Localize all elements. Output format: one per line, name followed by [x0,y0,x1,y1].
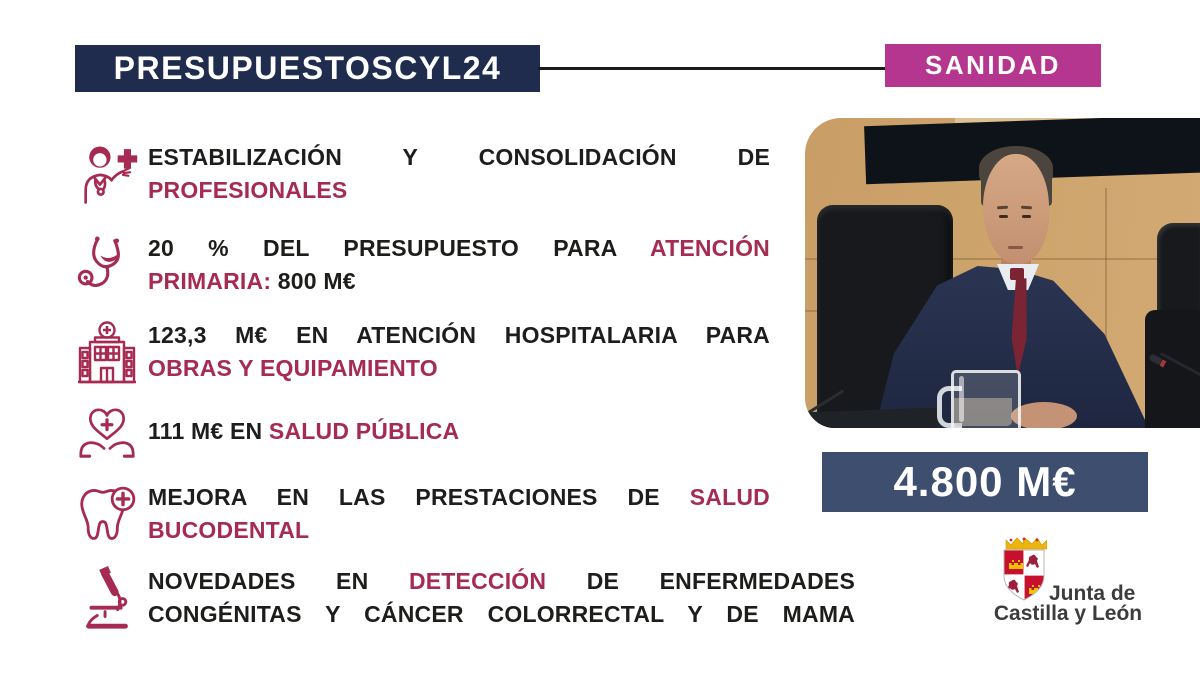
list-item-text: 20 % DEL PRESUPUESTO PARA ATENCIÓN PRIMAR… [148,232,770,298]
list-item: 123,3 M€ EN ATENCIÓN HOSPITALARIA PARA OB… [75,319,865,385]
text-line: OBRAS Y EQUIPAMIENTO [148,352,770,385]
person-face [983,154,1049,264]
highlighted-text: OBRAS Y EQUIPAMIENTO [148,355,438,381]
stethoscope-icon [75,233,139,297]
logo-text-line2: Castilla y León [993,602,1143,625]
plain-text: 20 % DEL PRESUPUESTO PARA [148,235,650,261]
tie [1010,268,1024,280]
text-line: MEJORA EN LAS PRESTACIONES DE SALUD [148,481,770,514]
page-title: PRESUPUESTOSCYL24 [113,50,502,86]
plain-text: 111 M€ EN [148,417,269,444]
text-line: 111 M€ EN SALUD PÚBLICA [148,415,770,448]
highlighted-text: SALUD PÚBLICA [268,417,460,444]
highlighted-text: PRIMARIA: [148,268,272,294]
list-item: NOVEDADES EN DETECCIÓN DE ENFERMEDADES CO… [75,565,865,631]
logo-text-line1: Junta de [1049,582,1136,605]
water-jug [959,376,964,422]
junta-logo: Junta de Castilla y León [985,536,1151,630]
person-face [1008,246,1023,249]
list-item: ESTABILIZACIÓN Y CONSOLIDACIÓN DE PROFESI… [75,140,865,208]
budget-amount-banner: 4.800 M€ [822,452,1148,512]
text-line: NOVEDADES EN DETECCIÓN DE ENFERMEDADES [148,565,855,598]
list-item-text: 111 M€ EN SALUD PÚBLICA [148,415,770,448]
highlighted-text: SALUD [689,484,770,510]
plain-text: CONGÉNITAS Y CÁNCER COLORRECTAL Y DE MAM… [148,601,855,627]
plain-text: 800 M€ [271,268,356,294]
category-label: SANIDAD [925,50,1061,80]
wood-seam [1105,188,1107,428]
benefits-list: ESTABILIZACIÓN Y CONSOLIDACIÓN DE PROFESI… [75,140,865,631]
plain-text: 123,3 M€ EN ATENCIÓN HOSPITALARIA PARA [148,322,770,348]
text-line: PRIMARIA: 800 M€ [148,265,770,298]
plain-text: NOVEDADES EN [148,568,409,594]
doctor-icon [75,140,139,208]
plain-text: DE ENFERMEDADES [546,568,855,594]
tooth-icon [75,483,139,545]
person-face [999,215,1008,218]
text-line: CONGÉNITAS Y CÁNCER COLORRECTAL Y DE MAM… [148,598,855,631]
title-banner: PRESUPUESTOSCYL24 [75,45,540,92]
hospital-icon [75,320,139,384]
list-item: 111 M€ EN SALUD PÚBLICA [75,401,865,461]
plain-text: MEJORA EN LAS PRESTACIONES DE [148,484,690,510]
list-item-text: ESTABILIZACIÓN Y CONSOLIDACIÓN DE PROFESI… [148,141,770,207]
plain-text: ESTABILIZACIÓN Y CONSOLIDACIÓN DE [148,144,770,170]
leather-chair [1157,223,1200,318]
list-item: MEJORA EN LAS PRESTACIONES DE SALUD BUCOD… [75,481,865,547]
list-item: 20 % DEL PRESUPUESTO PARA ATENCIÓN PRIMAR… [75,232,865,298]
list-item-text: MEJORA EN LAS PRESTACIONES DE SALUD BUCOD… [148,481,770,547]
text-line: ESTABILIZACIÓN Y CONSOLIDACIÓN DE [148,141,770,174]
text-line: 123,3 M€ EN ATENCIÓN HOSPITALARIA PARA [148,319,770,352]
budget-amount: 4.800 M€ [893,458,1077,505]
text-line: PROFESIONALES [148,174,770,207]
person-hands [1011,402,1077,428]
text-line: 20 % DEL PRESUPUESTO PARA ATENCIÓN [148,232,770,265]
list-item-text: 123,3 M€ EN ATENCIÓN HOSPITALARIA PARA OB… [148,319,770,385]
water-jug [937,386,962,428]
desk-edge [805,407,938,428]
highlighted-text: BUCODENTAL [148,517,310,543]
minister-photo [805,118,1200,428]
connector-line [538,67,886,70]
person-face [1022,215,1031,218]
category-banner: SANIDAD [885,44,1101,87]
highlighted-text: DETECCIÓN [408,568,547,594]
microscope-icon [75,565,139,631]
highlighted-text: PROFESIONALES [148,177,348,203]
coat-of-arms-icon [1003,537,1047,601]
list-item-text: NOVEDADES EN DETECCIÓN DE ENFERMEDADES CO… [148,565,855,631]
highlighted-text: ATENCIÓN [649,235,770,261]
text-line: BUCODENTAL [148,514,770,547]
heart-hands-icon [75,401,139,461]
